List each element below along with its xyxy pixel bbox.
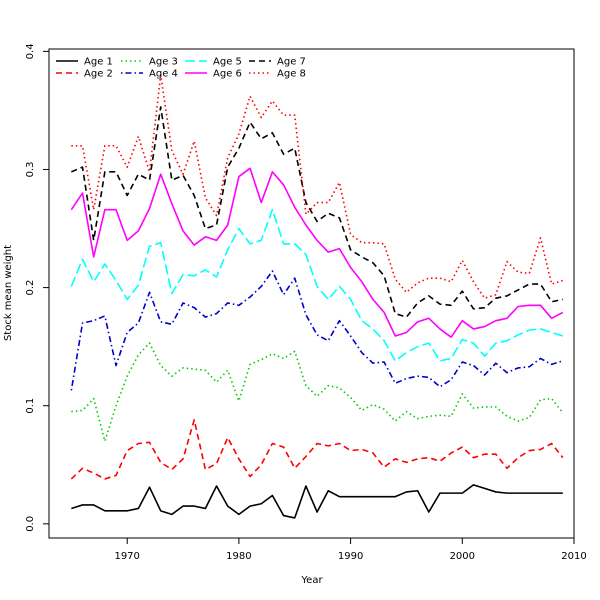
legend-label: Age 5 xyxy=(213,57,242,68)
legend-label: Age 4 xyxy=(149,69,178,80)
x-axis-title: Year xyxy=(300,575,323,586)
legend-label: Age 1 xyxy=(84,57,113,68)
y-tick-label: 0.2 xyxy=(25,280,36,296)
legend-label: Age 3 xyxy=(149,57,178,68)
x-tick-label: 2010 xyxy=(561,551,586,562)
legend-label: Age 2 xyxy=(84,69,113,80)
y-tick-label: 0.0 xyxy=(25,516,36,532)
x-tick-label: 1970 xyxy=(114,551,139,562)
x-tick-label: 2000 xyxy=(450,551,475,562)
plot-frame xyxy=(48,48,575,539)
series-line-age-8 xyxy=(71,74,564,300)
legend-label: Age 7 xyxy=(277,57,306,68)
series-line-age-6 xyxy=(70,167,564,339)
series-line-age-1 xyxy=(71,484,563,519)
series-line-age-2 xyxy=(70,419,564,480)
x-tick-label: 1990 xyxy=(338,551,363,562)
series-line-age-3 xyxy=(71,342,564,442)
series-layer xyxy=(70,74,564,519)
series-line-age-4 xyxy=(70,270,564,391)
series-line-age-5 xyxy=(70,208,564,362)
axes: 1970 1980 1990 2000 2010 0.0 0.1 0.2 0.3 0.4 xyxy=(25,43,587,562)
x-tick-label: 1980 xyxy=(226,551,251,562)
y-tick-label: 0.4 xyxy=(25,43,36,59)
legend-label: Age 8 xyxy=(277,69,306,80)
y-axis-title: Stock mean weight xyxy=(3,245,14,341)
legend-label: Age 6 xyxy=(213,69,242,80)
series-line-age-7 xyxy=(71,106,563,318)
y-tick-label: 0.3 xyxy=(25,162,36,178)
y-tick-label: 0.1 xyxy=(25,398,36,414)
